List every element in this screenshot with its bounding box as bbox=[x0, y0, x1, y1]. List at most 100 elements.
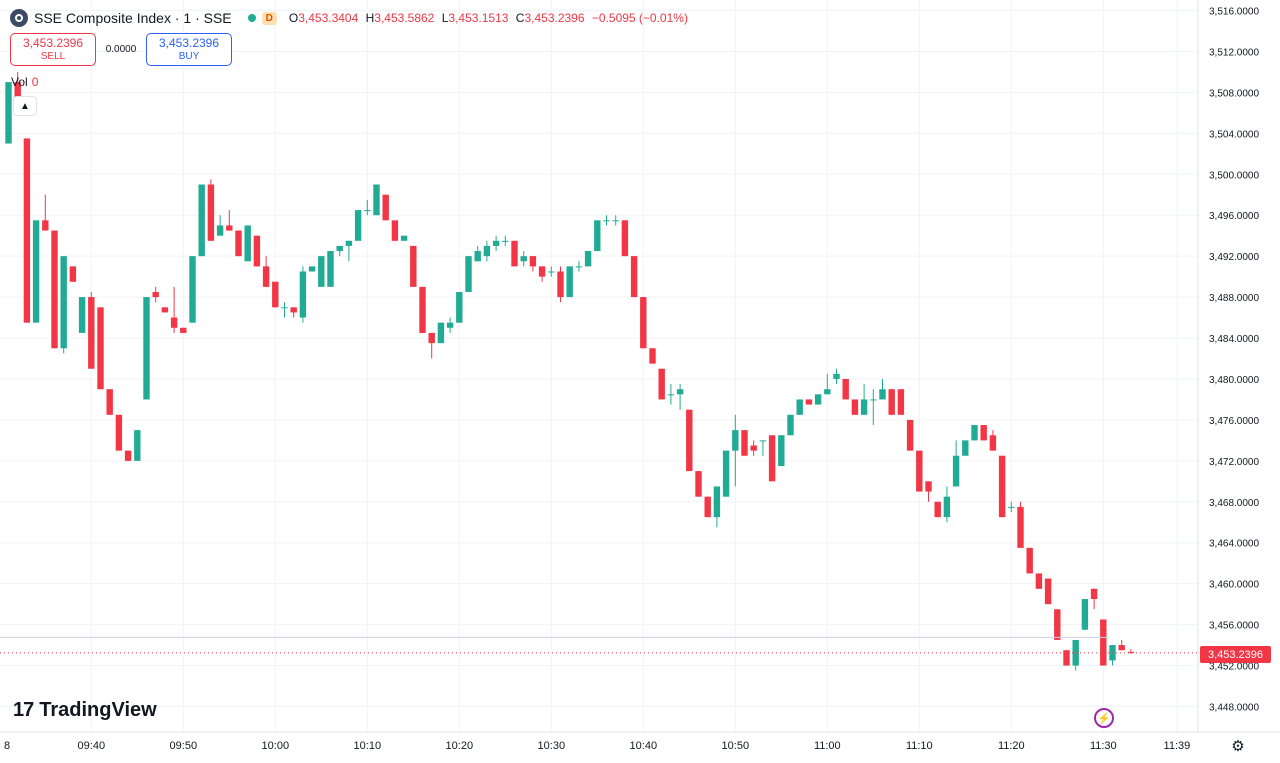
candle-body bbox=[676, 389, 684, 395]
volume-legend: Vol 0 bbox=[11, 75, 38, 89]
candle bbox=[69, 266, 77, 282]
candle bbox=[1017, 501, 1024, 548]
candle bbox=[373, 184, 380, 216]
candle bbox=[474, 245, 481, 262]
candle bbox=[354, 210, 362, 241]
candle bbox=[318, 256, 325, 287]
candle-body bbox=[207, 184, 215, 241]
symbol-title[interactable]: SSE Composite Index · 1 · SSE bbox=[34, 10, 232, 26]
candle bbox=[1090, 588, 1098, 610]
volume-label[interactable]: Vol bbox=[11, 75, 28, 89]
candle bbox=[253, 235, 261, 267]
candle bbox=[603, 215, 610, 226]
candle bbox=[1063, 650, 1070, 666]
candle bbox=[483, 240, 491, 262]
trade-panel: 3,453.2396 SELL 0.0000 3,453.2396 BUY bbox=[10, 33, 232, 66]
buy-button[interactable]: 3,453.2396 BUY bbox=[146, 33, 232, 66]
candle-body bbox=[584, 251, 592, 267]
price-axis[interactable]: 3,516.0000 3,512.0000 3,508.0000 3,504.0000… bbox=[1209, 7, 1259, 714]
candle bbox=[750, 440, 757, 456]
candle bbox=[787, 414, 794, 436]
candle-body bbox=[198, 184, 205, 257]
time-tick-label: 09:40 bbox=[78, 740, 106, 752]
candle bbox=[216, 215, 224, 236]
low-label: L bbox=[441, 11, 449, 25]
candle bbox=[235, 230, 242, 257]
candle bbox=[1127, 649, 1135, 654]
candle bbox=[888, 389, 895, 415]
candle-body bbox=[621, 220, 629, 257]
time-tick-label: 11:20 bbox=[998, 740, 1025, 752]
candle-body bbox=[686, 409, 693, 472]
candle bbox=[814, 394, 822, 405]
candle bbox=[805, 399, 813, 405]
candle bbox=[262, 256, 270, 287]
candle-body bbox=[1118, 645, 1125, 651]
market-status-dot-icon[interactable] bbox=[247, 14, 256, 22]
candle bbox=[676, 384, 684, 410]
candle-body bbox=[124, 450, 132, 461]
candle bbox=[364, 199, 371, 216]
candle-body bbox=[1044, 578, 1052, 605]
price-tick-label: 3,516.0000 bbox=[1209, 7, 1259, 18]
candle-body bbox=[511, 240, 518, 267]
candle bbox=[345, 240, 353, 262]
candle bbox=[1100, 619, 1107, 666]
current-price-line bbox=[0, 636, 1198, 654]
candle bbox=[327, 251, 334, 287]
candle-body bbox=[1090, 588, 1098, 600]
candle bbox=[529, 256, 537, 272]
candle-body bbox=[244, 225, 251, 262]
chevron-up-icon[interactable]: ▲ bbox=[13, 96, 37, 116]
time-tick-label: 11:39 bbox=[1164, 740, 1191, 752]
candle bbox=[419, 286, 426, 333]
candle bbox=[180, 327, 187, 333]
candle-body bbox=[897, 389, 905, 415]
candle-body bbox=[1081, 599, 1089, 630]
data-badge[interactable]: D bbox=[261, 11, 277, 25]
candle bbox=[391, 220, 399, 241]
candle-body bbox=[1127, 651, 1135, 653]
candle bbox=[906, 419, 914, 451]
tradingview-logo[interactable]: 17 TradingView bbox=[13, 699, 157, 722]
candle-body bbox=[290, 307, 297, 313]
candle bbox=[1044, 578, 1052, 605]
candle bbox=[722, 450, 730, 497]
candle bbox=[97, 307, 104, 390]
candle bbox=[640, 297, 647, 349]
candle bbox=[658, 368, 665, 400]
candle-body bbox=[732, 430, 739, 451]
gear-icon[interactable]: ⚙ bbox=[1231, 738, 1245, 755]
candle bbox=[980, 425, 987, 441]
time-axis[interactable]: 8 09:40 09:50 10:00 10:10 10:20 10:30 10:40 10:5… bbox=[4, 740, 1190, 752]
close-value: 3,453.2396 bbox=[524, 11, 585, 25]
price-tick-label: 3,468.0000 bbox=[1209, 498, 1259, 509]
price-tick-label: 3,472.0000 bbox=[1209, 457, 1259, 468]
candle bbox=[281, 302, 288, 318]
candle bbox=[32, 220, 40, 323]
candle bbox=[410, 245, 417, 287]
candle bbox=[456, 291, 463, 323]
candle-body bbox=[465, 256, 472, 292]
lightning-icon[interactable]: ⚡ bbox=[1094, 708, 1114, 728]
buy-label: BUY bbox=[178, 50, 200, 62]
candle-body bbox=[750, 445, 757, 451]
candle bbox=[106, 389, 113, 415]
candle bbox=[198, 184, 205, 257]
candle-body bbox=[805, 399, 813, 405]
candle-body bbox=[272, 281, 279, 308]
candle bbox=[42, 194, 49, 231]
candle bbox=[879, 378, 886, 400]
candle-body bbox=[796, 399, 803, 415]
candle bbox=[952, 440, 960, 487]
candle-body bbox=[262, 266, 270, 287]
sell-button[interactable]: 3,453.2396 SELL bbox=[10, 33, 96, 66]
price-tick-label: 3,496.0000 bbox=[1209, 211, 1259, 222]
candle bbox=[897, 389, 905, 415]
sse-logo-icon[interactable] bbox=[10, 9, 28, 27]
candle bbox=[557, 266, 564, 303]
candle-body bbox=[713, 486, 721, 518]
candle-body bbox=[373, 184, 380, 216]
candle-body bbox=[308, 266, 316, 272]
